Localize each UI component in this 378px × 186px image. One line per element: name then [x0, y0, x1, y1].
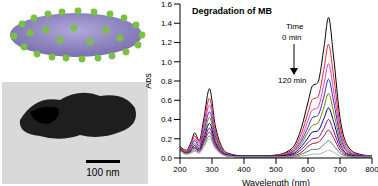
svg-text:0.6: 0.6: [161, 96, 173, 105]
svg-text:200: 200: [173, 165, 187, 174]
svg-text:0.4: 0.4: [161, 115, 173, 124]
svg-text:0.0: 0.0: [161, 154, 173, 163]
html-text:Time: Time: [286, 22, 304, 31]
svg-text:700: 700: [333, 165, 347, 174]
html-text:120 min: 120 min: [278, 76, 307, 85]
svg-text:800: 800: [365, 165, 370, 174]
svg-text:1.6: 1.6: [161, 0, 173, 9]
svg-text:1.0: 1.0: [161, 58, 173, 67]
html-text:0 min: 0 min: [282, 33, 302, 42]
svg-text:0.2: 0.2: [161, 135, 173, 144]
svg-text:1.2: 1.2: [161, 38, 173, 47]
svg-text:1.4: 1.4: [161, 19, 173, 28]
svg-text:500: 500: [269, 165, 283, 174]
svg-text:300: 300: [205, 165, 219, 174]
svg-text:0.8: 0.8: [161, 77, 173, 86]
svg-text:Abs: Abs: [146, 73, 153, 89]
svg-text:400: 400: [237, 165, 251, 174]
svg-text:600: 600: [301, 165, 315, 174]
svg-text:100 nm: 100 nm: [86, 167, 119, 178]
svg-text:Wavelength (nm): Wavelength (nm): [242, 178, 310, 186]
html-text:Degradation of MB: Degradation of MB: [192, 6, 272, 16]
